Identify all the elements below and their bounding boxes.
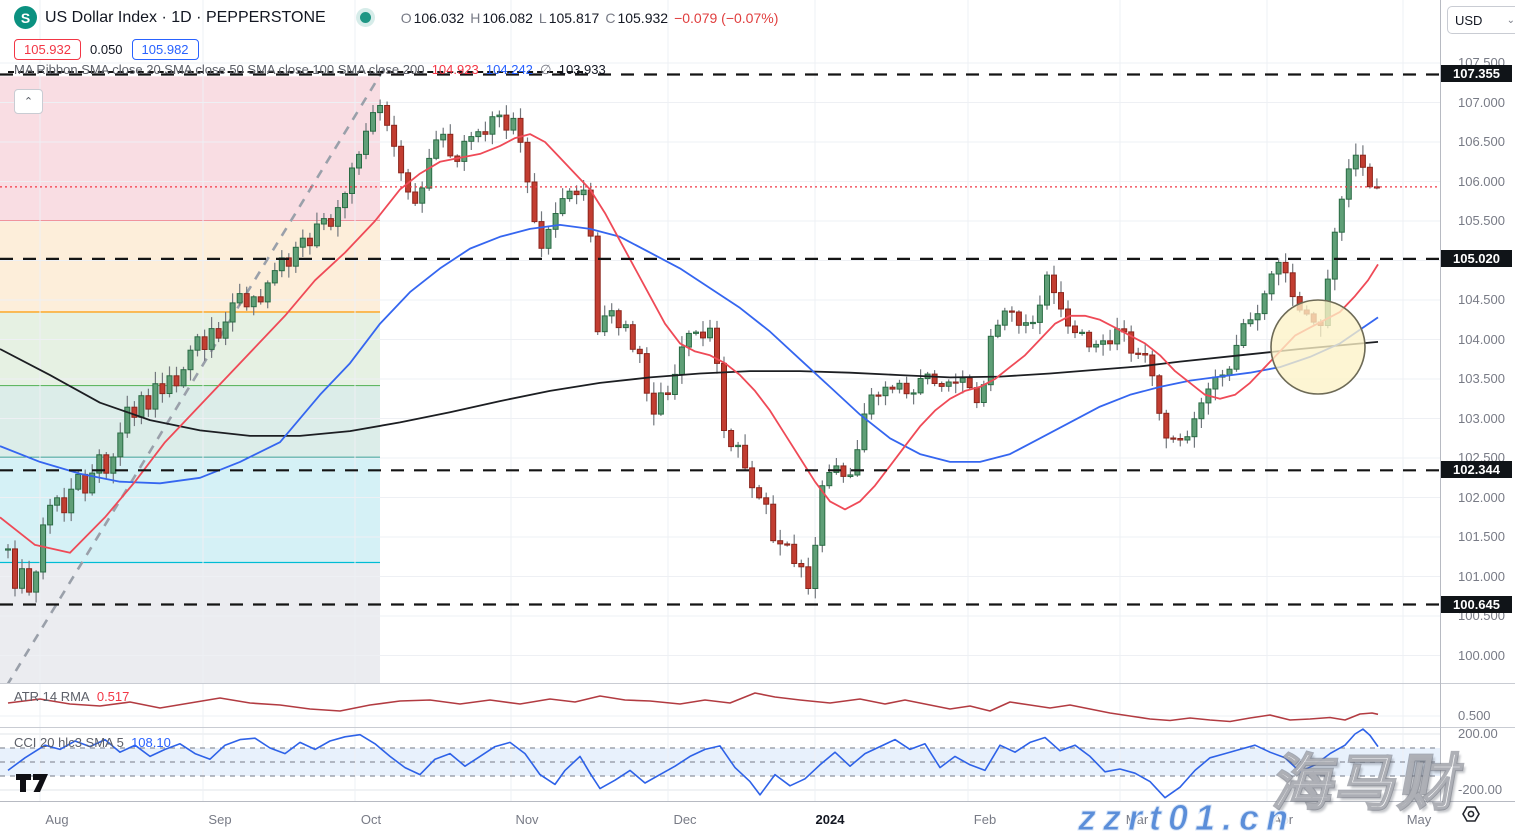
- cci-value: 108.10: [131, 735, 171, 750]
- time-label: Feb: [973, 812, 997, 827]
- chevron-down-icon: ⌄: [1506, 14, 1515, 26]
- price-label: 105.500: [1458, 213, 1505, 228]
- atr-legend[interactable]: ATR 14 RMA 0.517: [14, 689, 129, 704]
- low-label: L: [538, 9, 547, 26]
- cci-legend[interactable]: CCI 20 hlc3 SMA 5 108.10: [14, 735, 171, 750]
- sma50-value: 104.242: [485, 62, 533, 77]
- price-label: 103.500: [1458, 371, 1505, 386]
- time-label: May: [1406, 812, 1432, 827]
- price-label: 104.000: [1458, 331, 1505, 347]
- tradingview-logo[interactable]: [16, 774, 52, 793]
- open-label: O: [400, 9, 412, 26]
- ma-ribbon-legend[interactable]: MA Ribbon SMA close 20 SMA close 50 SMA …: [8, 62, 606, 78]
- atr-indicator-pane[interactable]: [0, 683, 1440, 727]
- ohlc-values: O 106.032 H 106.082 L 105.817 C 105.932 −0.0…: [401, 10, 779, 26]
- time-label: Aug: [45, 812, 69, 827]
- indicator-axis-label: 200.00: [1458, 726, 1498, 741]
- level-line-through-legend: [8, 71, 583, 73]
- atr-value: 0.517: [96, 689, 130, 704]
- market-status-icon[interactable]: [359, 12, 371, 23]
- symbol-title[interactable]: US Dollar Index · 1D · PEPPERSTONE: [45, 8, 326, 26]
- price-label: 103.000: [1458, 410, 1505, 426]
- collapse-legend-button[interactable]: ⌃: [14, 89, 43, 114]
- price-label: 102.000: [1458, 489, 1505, 505]
- time-label: Dec: [673, 812, 697, 827]
- low-value: 105.817: [548, 9, 600, 26]
- indicator-axis-label: -200.00: [1458, 782, 1503, 797]
- ask-price-box[interactable]: 105.982: [131, 39, 199, 60]
- price-label: 102.500: [1458, 450, 1505, 465]
- time-label: 2024: [815, 812, 845, 827]
- close-label: C: [605, 9, 616, 26]
- price-boxes-row: 105.932 0.050 105.982: [14, 39, 199, 60]
- high-value: 106.082: [482, 9, 533, 26]
- symbol-logo-icon[interactable]: S: [14, 6, 37, 29]
- time-label: Mar: [1125, 812, 1149, 827]
- price-label: 106.000: [1458, 173, 1505, 189]
- price-label: 101.000: [1458, 568, 1505, 584]
- change-value: −0.079 (−0.07%): [674, 9, 779, 26]
- price-label: 101.500: [1458, 529, 1505, 544]
- price-level-badge: 102.344: [1441, 461, 1512, 479]
- price-axis-border: [1440, 0, 1441, 836]
- sma20-value: 104.923: [431, 62, 479, 77]
- pane-separator[interactable]: [0, 683, 1515, 684]
- time-axis[interactable]: Aug Sep Oct Nov Dec 2024 Feb Mar Apr May: [0, 801, 1515, 836]
- price-label: 104.500: [1458, 292, 1505, 307]
- price-level-badge: 100.645: [1441, 595, 1512, 613]
- bid-price-box[interactable]: 105.932: [14, 39, 81, 60]
- cci-indicator-pane[interactable]: [0, 727, 1440, 801]
- sma200-value: 103.933: [558, 62, 606, 77]
- time-label: Oct: [360, 812, 382, 827]
- currency-dropdown[interactable]: USD ⌄: [1447, 6, 1515, 34]
- spread-value: 0.050: [90, 42, 123, 57]
- time-label: Sep: [208, 812, 232, 827]
- ma-ribbon-title: MA Ribbon SMA close 20 SMA close 50 SMA …: [14, 62, 425, 77]
- price-level-badge: 107.355: [1441, 65, 1512, 83]
- time-label: Apr: [1272, 812, 1294, 827]
- currency-value: USD: [1455, 12, 1483, 28]
- price-label: 107.000: [1458, 94, 1505, 110]
- open-value: 106.032: [413, 9, 465, 26]
- close-value: 105.932: [617, 9, 669, 26]
- main-price-chart[interactable]: [0, 0, 1440, 683]
- indicator-axis-label: 0.500: [1458, 708, 1491, 723]
- sma100-value: ∅: [540, 62, 552, 77]
- price-label: 100.000: [1458, 647, 1505, 663]
- axis-settings-icon[interactable]: [1461, 804, 1481, 824]
- chart-header: S US Dollar Index · 1D · PEPPERSTONE O 10…: [14, 6, 778, 29]
- high-label: H: [470, 9, 481, 26]
- atr-label: ATR 14 RMA: [14, 689, 90, 704]
- price-label: 106.500: [1458, 134, 1505, 149]
- pane-separator[interactable]: [0, 727, 1515, 728]
- cci-label: CCI 20 hlc3 SMA 5: [14, 735, 124, 750]
- price-level-badge: 105.020: [1441, 249, 1512, 267]
- time-label: Nov: [515, 812, 539, 827]
